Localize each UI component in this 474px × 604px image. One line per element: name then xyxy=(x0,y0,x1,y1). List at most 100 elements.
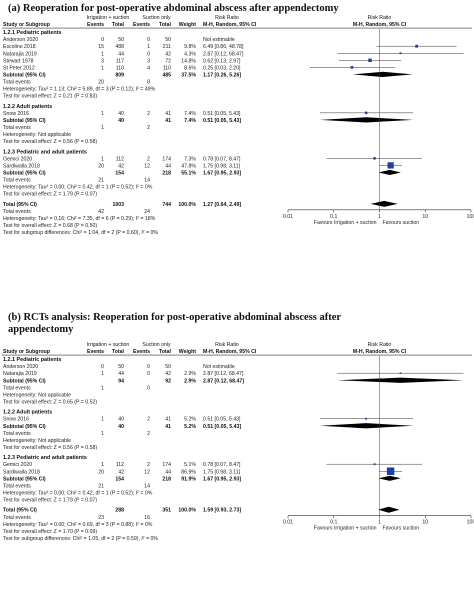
total-events2: 0 xyxy=(147,385,150,391)
study-point-marker xyxy=(368,58,372,63)
footer-stat: Heterogeneity: Tau² = 0.00; Chi² = 0.69,… xyxy=(3,522,153,528)
study-ci: 2.87 [0.12, 68.47] xyxy=(203,371,244,377)
study-total2: 211 xyxy=(163,44,171,50)
subtotal-total2: 218 xyxy=(162,476,171,482)
study-name: Sardiwalla 2018 xyxy=(3,163,40,169)
study-total1: 40 xyxy=(118,417,124,423)
study-events1: 0 xyxy=(101,364,104,370)
subtotal-weight: 2.9% xyxy=(184,378,196,384)
study-events2: 0 xyxy=(147,371,150,377)
study-total2: 44 xyxy=(165,469,171,475)
study-ci: 0.51 [0.05, 5.43] xyxy=(203,417,241,423)
subtotal-label: Subtotal (95% CI) xyxy=(3,378,46,384)
total2-header: Total xyxy=(159,22,172,28)
study-events2: 2 xyxy=(147,462,150,468)
x-tick-label: 0.01 xyxy=(283,214,293,220)
study-events1: 1 xyxy=(101,65,104,71)
subtotal-diamond xyxy=(378,169,401,176)
study-ci: Not estimable xyxy=(203,37,235,43)
subtotal-weight: 5.2% xyxy=(184,424,196,430)
study-total1: 110 xyxy=(116,65,124,71)
footer-stat: Test for overall effect: Z = 0.68 (P = 0… xyxy=(3,223,97,229)
total-total2: 744 xyxy=(162,202,171,208)
overall-total-events1: 42 xyxy=(98,209,104,215)
heterogeneity-text: Heterogeneity: Tau² = 0.00; Chi² = 0.42,… xyxy=(3,185,153,191)
study-ci: 0.78 [0.07, 8.47] xyxy=(203,156,241,162)
x-tick-label: 10 xyxy=(422,214,428,220)
study-events1: 1 xyxy=(101,156,104,162)
group2-header: Suction only xyxy=(142,342,171,348)
study-total1: 42 xyxy=(118,469,124,475)
study-name: Gemici 2020 xyxy=(3,156,32,162)
overall-total-events-label: Total events xyxy=(3,209,31,215)
study-weight: 7.3% xyxy=(184,156,196,162)
study-events2: 12 xyxy=(144,163,150,169)
study-weight: 47.8% xyxy=(181,163,196,169)
overall-effect-text: Test for overall effect: Z = 0.56 (P = 0… xyxy=(3,139,97,145)
study-events1: 0 xyxy=(101,37,104,43)
favours-left-label: Favours Irrigation + suction xyxy=(314,220,377,226)
study-ci: 2.87 [0.12, 68.47] xyxy=(203,51,244,57)
heterogeneity-text: Heterogeneity: Not applicable xyxy=(3,392,71,398)
subtotal-total1: 94 xyxy=(118,378,124,384)
study-weight: 2.9% xyxy=(184,371,196,377)
x-tick-label: 1 xyxy=(378,214,381,220)
subtotal-total1: 40 xyxy=(118,118,124,124)
subtotal-label: Subtotal (95% CI) xyxy=(3,170,46,176)
study-events2: 0 xyxy=(147,51,150,57)
subgroup-heading: 1.2.2 Adult patients xyxy=(3,104,52,110)
favours-left-label: Favours Irrigation + suction xyxy=(314,526,377,532)
study-events1: 1 xyxy=(101,111,104,117)
study-name: Anderson 2020 xyxy=(3,364,38,370)
heterogeneity-text: Heterogeneity: Not applicable xyxy=(3,132,71,138)
total-events1: 21 xyxy=(98,178,104,184)
subtotal-total2: 41 xyxy=(165,424,171,430)
subtotal-diamond xyxy=(337,377,464,383)
total-events-label: Total events xyxy=(3,431,31,437)
study-events1: 1 xyxy=(101,371,104,377)
study-header: Study or Subgroup xyxy=(3,22,50,28)
study-ci: 6.49 [0.86, 48.78] xyxy=(203,44,244,50)
total-ci: 1.59 [0.93, 2.73] xyxy=(203,508,241,514)
study-weight: 14.8% xyxy=(181,58,196,64)
study-total1: 112 xyxy=(116,156,124,162)
subgroup-heading: 1.2.1 Pediatric patients xyxy=(3,30,61,36)
heterogeneity-text: Heterogeneity: Not applicable xyxy=(3,438,71,444)
subtotal-diamond xyxy=(319,117,414,123)
total-weight: 100.0% xyxy=(178,202,196,208)
total-label: Total (95% CI) xyxy=(3,508,37,514)
subtotal-ci: 0.51 [0.05, 5.43] xyxy=(203,118,241,124)
plot-header-top: Risk Ratio xyxy=(368,15,392,21)
study-name: Gemici 2020 xyxy=(3,462,32,468)
subtotal-weight: 37.5% xyxy=(181,72,196,78)
total-events1: 1 xyxy=(101,125,104,131)
study-total2: 41 xyxy=(165,417,171,423)
study-events1: 15 xyxy=(98,44,104,50)
heterogeneity-text: Heterogeneity: Tau² = 0.00; Chi² = 0.42,… xyxy=(3,490,153,496)
study-weight: 8.6% xyxy=(184,65,196,71)
study-weight: 86.9% xyxy=(181,469,196,475)
x-tick-label: 100 xyxy=(467,214,474,220)
study-total2: 50 xyxy=(165,37,171,43)
total2-header: Total xyxy=(159,349,172,355)
total-events1: 20 xyxy=(98,79,104,85)
overall-total-events-label: Total events xyxy=(3,515,31,521)
total-events1: 1 xyxy=(101,385,104,391)
study-total2: 110 xyxy=(163,65,171,71)
study-point-marker xyxy=(350,66,354,69)
weight-header: Weight xyxy=(179,22,196,28)
study-weight: 5.1% xyxy=(184,462,196,468)
subtotal-total2: 41 xyxy=(165,118,171,124)
subtotal-weight: 7.4% xyxy=(184,118,196,124)
subgroup-heading: 1.2.3 Pediatric and adult patients xyxy=(3,149,87,155)
subtotal-total1: 40 xyxy=(118,424,124,430)
study-total2: 174 xyxy=(162,462,171,468)
total-events-label: Total events xyxy=(3,125,31,131)
study-events1: 20 xyxy=(98,163,104,169)
study-point-marker xyxy=(373,463,376,466)
study-total2: 42 xyxy=(165,371,171,377)
study-events2: 2 xyxy=(147,417,150,423)
study-point-marker xyxy=(387,162,394,169)
group1-header: Irrigation + suction xyxy=(87,342,130,348)
study-name: Sardiwalla 2018 xyxy=(3,469,40,475)
